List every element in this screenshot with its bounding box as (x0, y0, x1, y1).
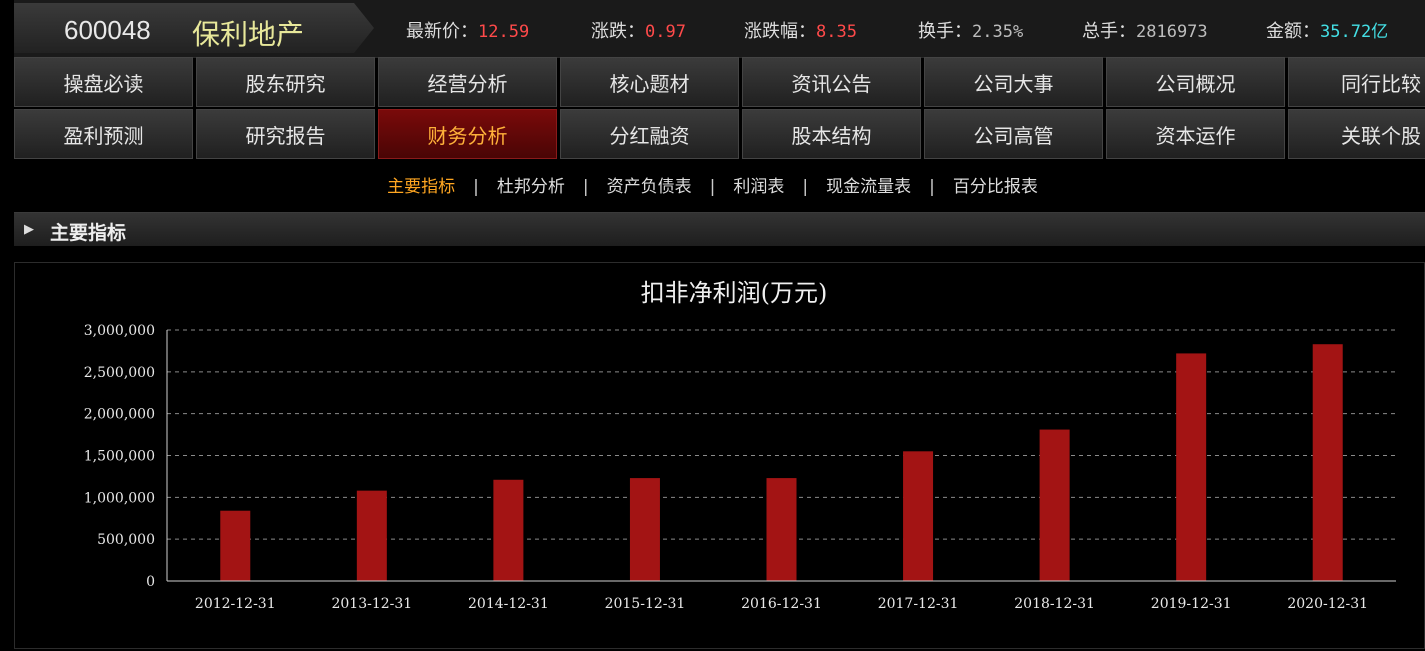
x-axis-ticks: 2012-12-31 2013-12-31 2014-12-31 2015-12-31… (195, 596, 1368, 612)
y-tick-label: 0 (146, 574, 155, 590)
quote-volume: 总手：2816973 (1082, 17, 1208, 43)
y-tick-label: 3,000,000 (84, 323, 155, 339)
bar (903, 451, 934, 581)
nav-row-1: 操盘必读 股东研究 经营分析 核心题材 资讯公告 公司大事 公司概况 同行比较 (14, 57, 1425, 107)
quote-value: 35.72亿 (1320, 22, 1389, 42)
nav-tab-dividend-financing[interactable]: 分红融资 (560, 109, 739, 159)
bar (1312, 344, 1343, 581)
stock-id-box: 600048 保利地产 (14, 3, 374, 53)
y-axis-ticks: 0 500,000 1,000,000 1,500,000 2,000,000 2,500… (84, 323, 155, 590)
y-tick-label: 1,500,000 (84, 449, 155, 465)
nav-tab-peer-comparison[interactable]: 同行比较 (1288, 57, 1425, 107)
bar (1176, 353, 1207, 581)
bar-chart: 扣非净利润(万元) 0 500,000 1,000,000 1,500,000 2,00… (84, 279, 1396, 612)
subtab-cash-flow[interactable]: 现金流量表 (826, 177, 912, 197)
quote-label: 换手： (918, 21, 972, 42)
x-tick-label: 2018-12-31 (1014, 596, 1095, 612)
subtab-separator: | (709, 177, 716, 197)
nav-tab-capital-operations[interactable]: 资本运作 (1106, 109, 1285, 159)
y-tick-label: 2,500,000 (84, 365, 155, 381)
nav-tab-trading-guide[interactable]: 操盘必读 (14, 57, 193, 107)
quote-value: 12.59 (478, 22, 530, 42)
x-tick-label: 2020-12-31 (1287, 596, 1368, 612)
nav-tab-share-structure[interactable]: 股本结构 (742, 109, 921, 159)
stock-code: 600048 (64, 15, 151, 45)
nav-tab-news-announcements[interactable]: 资讯公告 (742, 57, 921, 107)
quote-label: 涨跌： (591, 21, 645, 42)
x-tick-label: 2015-12-31 (605, 596, 686, 612)
x-tick-label: 2013-12-31 (331, 596, 412, 612)
bar (766, 478, 797, 581)
subtab-separator: | (473, 177, 479, 197)
axes (166, 330, 1396, 582)
x-tick-label: 2019-12-31 (1151, 596, 1232, 612)
quote-value: 2816973 (1136, 22, 1208, 42)
nav-tab-related-stocks[interactable]: 关联个股 (1288, 109, 1425, 159)
bar (1039, 429, 1070, 581)
nav-tab-profit-forecast[interactable]: 盈利预测 (14, 109, 193, 159)
subtab-dupont-analysis[interactable]: 杜邦分析 (496, 177, 565, 197)
nav-tab-research-reports[interactable]: 研究报告 (196, 109, 375, 159)
nav-tab-company-events[interactable]: 公司大事 (924, 57, 1103, 107)
nav-tab-executives[interactable]: 公司高管 (924, 109, 1103, 159)
section-title: 主要指标 (50, 222, 127, 244)
subtab-bar: 主要指标 | 杜邦分析 | 资产负债表 | 利润表 | 现金流量表 | 百分比报表 (0, 172, 1425, 197)
x-tick-label: 2012-12-31 (195, 596, 276, 612)
quote-value: 2.35% (972, 22, 1024, 42)
nav-grid: 操盘必读 股东研究 经营分析 核心题材 资讯公告 公司大事 公司概况 同行比较 … (14, 57, 1425, 161)
y-tick-label: 2,000,000 (84, 407, 155, 423)
subtab-percentage-report[interactable]: 百分比报表 (952, 177, 1038, 197)
nav-tab-core-themes[interactable]: 核心题材 (560, 57, 739, 107)
section-header[interactable]: ▶ 主要指标 (14, 212, 1425, 246)
expand-triangle-icon[interactable]: ▶ (24, 222, 34, 237)
chart-panel: 扣非净利润(万元) 0 500,000 1,000,000 1,500,000 2,00… (14, 262, 1425, 649)
bar (493, 479, 524, 581)
y-tick-label: 1,000,000 (84, 490, 155, 506)
x-tick-label: 2016-12-31 (741, 596, 822, 612)
nav-tab-financial-analysis[interactable]: 财务分析 (378, 109, 557, 159)
stock-name: 保利地产 (192, 18, 305, 51)
x-tick-label: 2017-12-31 (878, 596, 959, 612)
bar (356, 490, 387, 581)
nav-tab-shareholder-research[interactable]: 股东研究 (196, 57, 375, 107)
chart-title: 扣非净利润(万元) (641, 279, 828, 307)
subtab-income-statement[interactable]: 利润表 (733, 177, 785, 197)
quote-latest-price: 最新价：12.59 (406, 17, 529, 43)
quote-label: 总手： (1082, 21, 1136, 42)
quote-change: 涨跌：0.97 (591, 17, 686, 43)
subtab-separator: | (582, 177, 589, 197)
quote-change-pct: 涨跌幅：8.35 (744, 17, 857, 43)
nav-tab-operations-analysis[interactable]: 经营分析 (378, 57, 557, 107)
quote-value: 8.35 (816, 22, 857, 42)
x-tick-label: 2014-12-31 (468, 596, 549, 612)
nav-tab-company-profile[interactable]: 公司概况 (1106, 57, 1285, 107)
quote-label: 涨跌幅： (744, 21, 816, 42)
subtab-separator: | (802, 177, 809, 197)
stock-header: 600048 保利地产 最新价：12.59 涨跌：0.97 涨跌幅：8.35 换… (14, 0, 1425, 58)
quote-label: 金额： (1266, 21, 1320, 42)
y-tick-label: 500,000 (97, 532, 155, 548)
bars (220, 344, 1343, 581)
bar (220, 510, 251, 581)
subtab-key-indicators[interactable]: 主要指标 (387, 177, 456, 197)
quote-label: 最新价： (406, 21, 478, 42)
quote-value: 0.97 (645, 22, 686, 42)
subtab-balance-sheet[interactable]: 资产负债表 (606, 177, 692, 197)
quote-turnover: 换手：2.35% (918, 17, 1023, 43)
quote-amount: 金额：35.72亿 (1266, 17, 1388, 43)
nav-row-2: 盈利预测 研究报告 财务分析 分红融资 股本结构 公司高管 资本运作 关联个股 (14, 109, 1425, 159)
bar (629, 478, 660, 581)
subtab-separator: | (929, 177, 935, 197)
